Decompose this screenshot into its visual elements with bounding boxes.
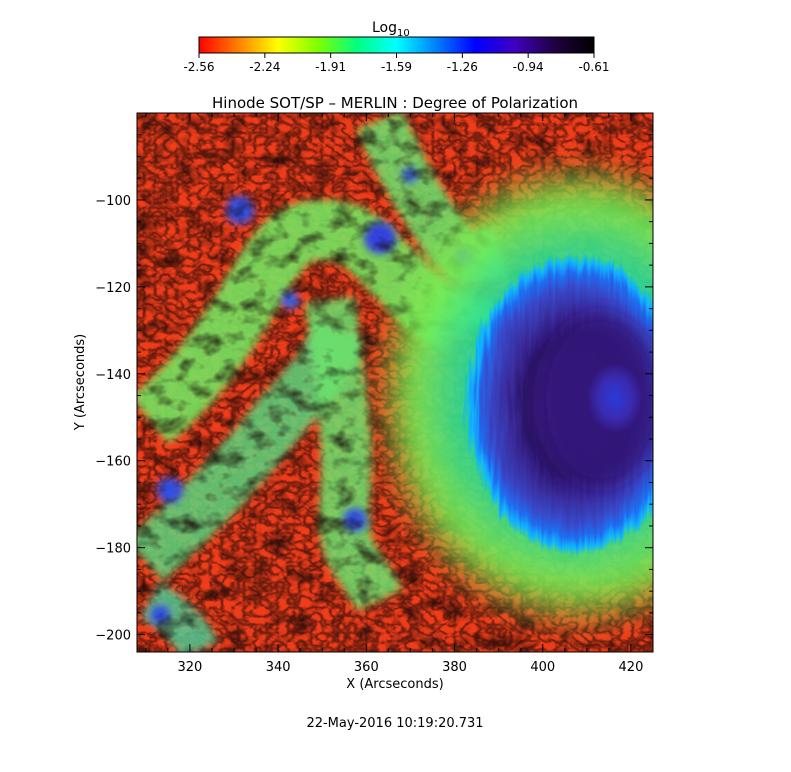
x-axis: 320 340 360 380 400 420 [145, 113, 654, 675]
y-tick-label: −100 [95, 194, 131, 209]
colorbar-tick-label: -1.26 [447, 60, 478, 74]
y-tick-label: −180 [95, 542, 131, 557]
colorbar-tick-label: -2.24 [249, 60, 280, 74]
colorbar-ramp [198, 36, 595, 54]
colorbar-tick-label: -1.59 [381, 60, 412, 74]
timestamp: 22-May-2016 10:19:20.731 [306, 716, 483, 731]
colorbar-tick-label: -0.61 [578, 60, 609, 74]
x-tick-label: 320 [178, 660, 203, 675]
umbral-core [587, 363, 643, 433]
y-tick-label: −200 [95, 629, 131, 644]
y-axis: −100 −120 −140 −160 −180 −200 [95, 134, 653, 644]
x-tick-label: 360 [354, 660, 379, 675]
x-axis-label: X (Arcseconds) [346, 677, 443, 692]
chart-title: Hinode SOT/SP – MERLIN : Degree of Polar… [212, 94, 578, 112]
plot-frame [136, 112, 654, 653]
y-tick-label: −120 [95, 281, 131, 296]
colorbar-label-sub: 10 [397, 28, 410, 39]
colorbar-ticks: -2.56 -2.24 -1.91 -1.59 -1.26 -0.94 -0.61 [183, 53, 610, 74]
x-tick-label: 380 [442, 660, 467, 675]
colorbar: Log10 -2.56 -2.24 -1.91 -1.59 -1.26 -0.94 -0.6… [183, 20, 609, 74]
colorbar-tick-label: -2.56 [183, 60, 214, 74]
x-tick-label: 420 [619, 660, 644, 675]
y-tick-label: −160 [95, 455, 131, 470]
colorbar-tick-label: -1.91 [315, 60, 346, 74]
colorbar-tick-label: -0.94 [513, 60, 544, 74]
colorbar-label-base: Log [372, 20, 397, 36]
x-tick-label: 400 [530, 660, 555, 675]
heatmap-image [137, 113, 653, 652]
x-tick-label: 340 [266, 660, 291, 675]
y-tick-label: −140 [95, 368, 131, 383]
colorbar-label: Log10 [372, 20, 410, 39]
y-axis-label: Y (Arcseconds) [73, 334, 88, 431]
